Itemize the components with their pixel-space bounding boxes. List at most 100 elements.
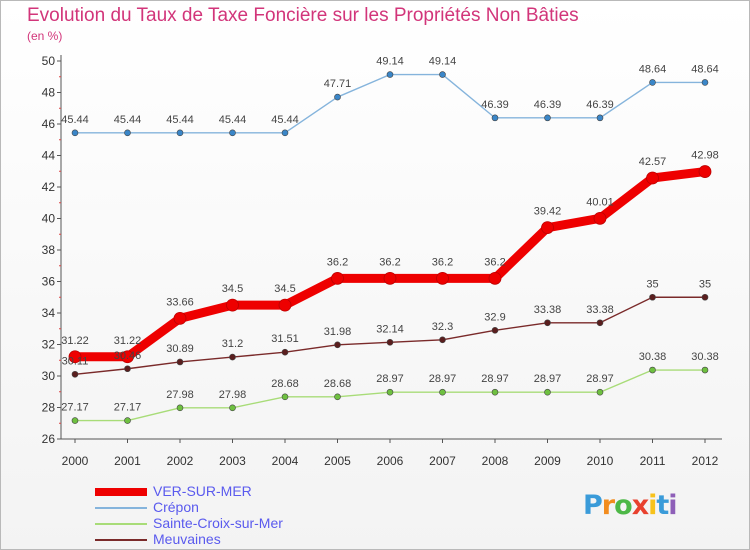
logo-letter: i xyxy=(648,490,657,521)
legend-label: VER-SUR-MER xyxy=(153,483,252,499)
data-point xyxy=(68,350,82,364)
data-point xyxy=(701,366,709,374)
x-tick-label: 2000 xyxy=(62,454,89,468)
data-label: 36.2 xyxy=(432,256,453,268)
logo-letter: t xyxy=(656,490,669,521)
data-label: 32.14 xyxy=(376,323,404,335)
y-tick-label: 46 xyxy=(42,117,56,131)
y-tick-label: 42 xyxy=(42,180,56,194)
data-point xyxy=(281,393,289,401)
data-label: 31.22 xyxy=(114,335,142,347)
data-point xyxy=(281,348,289,356)
x-tick-label: 2008 xyxy=(482,454,509,468)
legend-label: Sainte-Croix-sur-Mer xyxy=(153,515,283,531)
logo-letter: x xyxy=(631,490,649,521)
data-label: 27.98 xyxy=(166,389,194,401)
data-point xyxy=(596,319,604,327)
data-point xyxy=(646,171,659,185)
data-label: 27.17 xyxy=(114,402,142,414)
data-point xyxy=(649,293,656,301)
logo-letter: o xyxy=(614,490,633,521)
data-label: 31.2 xyxy=(222,338,243,350)
logo-letter: i xyxy=(668,490,677,521)
data-point xyxy=(71,417,79,424)
data-label: 31.51 xyxy=(271,333,299,345)
data-label: 45.44 xyxy=(271,114,299,126)
data-point xyxy=(71,370,79,378)
data-label: 28.68 xyxy=(271,378,299,390)
data-label: 47.71 xyxy=(324,78,352,90)
data-label: 30.38 xyxy=(691,351,719,363)
data-point xyxy=(698,165,712,178)
data-point xyxy=(124,365,131,373)
data-label: 45.44 xyxy=(61,114,89,126)
data-point xyxy=(71,129,79,137)
legend-swatch xyxy=(95,523,147,525)
data-label: 33.66 xyxy=(166,296,194,308)
data-label: 46.39 xyxy=(534,99,562,111)
x-tick-label: 2004 xyxy=(272,454,299,468)
data-label: 31.22 xyxy=(61,335,89,347)
data-label: 32.3 xyxy=(432,321,453,333)
logo-letter: r xyxy=(601,490,615,521)
data-point xyxy=(596,114,604,122)
data-point xyxy=(544,319,551,327)
data-label: 30.11 xyxy=(62,355,89,367)
data-point xyxy=(229,129,236,137)
data-label: 32.9 xyxy=(484,311,505,323)
data-label: 35 xyxy=(646,278,658,290)
data-label: 34.5 xyxy=(274,283,295,295)
data-label: 28.97 xyxy=(376,373,404,385)
data-label: 34.5 xyxy=(222,283,243,295)
data-point xyxy=(544,114,551,122)
data-point xyxy=(121,350,134,364)
x-tick-label: 2012 xyxy=(692,454,719,468)
data-label: 35 xyxy=(699,278,711,290)
data-label: 39.42 xyxy=(534,206,562,218)
data-point xyxy=(488,271,502,285)
x-tick-label: 2003 xyxy=(219,454,246,468)
data-point xyxy=(436,271,449,285)
data-label: 46.39 xyxy=(481,99,509,111)
data-label: 40.01 xyxy=(586,196,614,208)
x-tick-label: 2006 xyxy=(377,454,404,468)
data-label: 28.97 xyxy=(429,373,457,385)
data-label: 30.38 xyxy=(639,351,667,363)
chart-title: Evolution du Taux de Taxe Foncière sur l… xyxy=(27,5,579,26)
y-tick-label: 32 xyxy=(42,338,56,352)
data-point xyxy=(491,114,499,122)
data-point xyxy=(386,71,394,78)
data-label: 27.17 xyxy=(61,402,89,414)
data-point xyxy=(334,341,341,349)
data-label: 33.38 xyxy=(534,304,562,316)
data-point xyxy=(278,298,292,312)
y-tick-label: 30 xyxy=(42,369,56,383)
data-label: 48.64 xyxy=(639,63,667,75)
data-label: 28.97 xyxy=(586,373,614,385)
data-point xyxy=(541,221,554,235)
data-label: 28.97 xyxy=(481,373,509,385)
legend-swatch xyxy=(95,488,147,496)
data-label: 42.98 xyxy=(691,150,719,162)
data-point xyxy=(124,417,131,424)
data-point xyxy=(544,388,551,396)
data-point xyxy=(439,71,446,78)
data-label: 28.97 xyxy=(534,373,562,385)
logo-letter: P xyxy=(583,490,603,521)
x-tick-label: 2007 xyxy=(429,454,456,468)
data-point xyxy=(334,393,341,401)
legend-label: Crépon xyxy=(153,499,199,515)
data-point xyxy=(229,353,236,361)
y-unit-label: (en %) xyxy=(27,29,63,43)
x-tick-label: 2011 xyxy=(640,454,666,468)
x-tick-label: 2009 xyxy=(534,454,561,468)
data-point xyxy=(386,338,394,346)
data-label: 48.64 xyxy=(691,63,719,75)
data-label: 45.44 xyxy=(166,114,194,126)
data-point xyxy=(649,79,656,86)
data-label: 45.44 xyxy=(219,114,247,126)
data-label: 27.98 xyxy=(219,389,247,401)
data-label: 45.44 xyxy=(114,114,142,126)
data-point xyxy=(226,298,239,312)
